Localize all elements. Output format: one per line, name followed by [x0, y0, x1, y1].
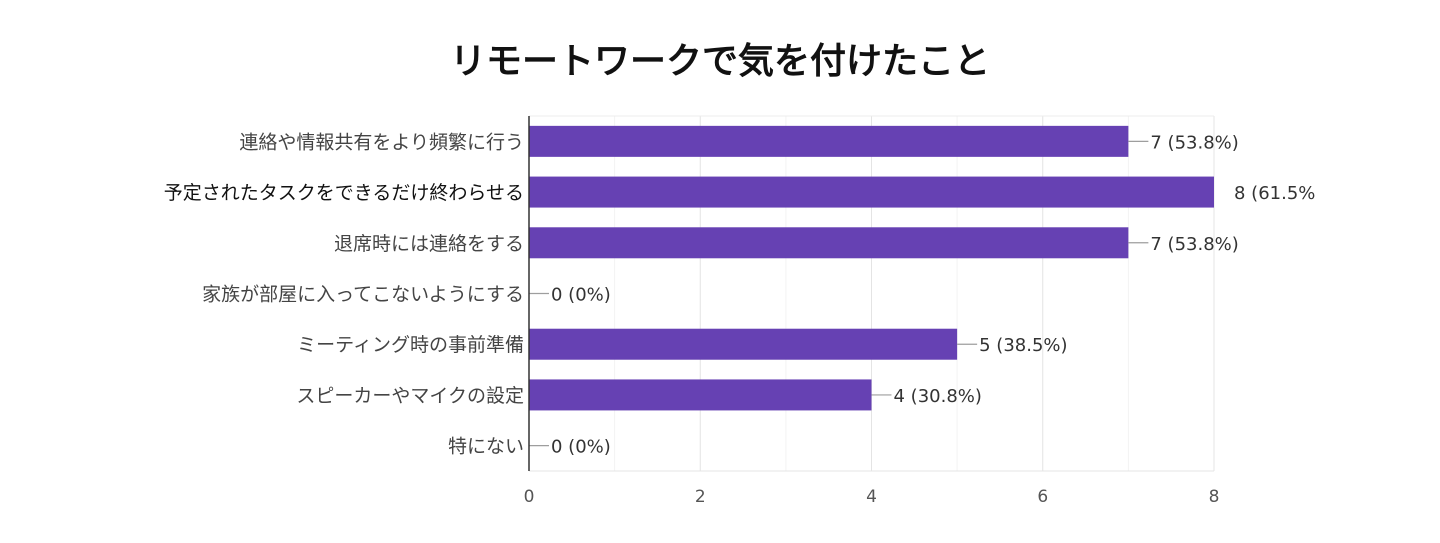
value-label: 0 (0%) [551, 285, 611, 306]
category-label: 予定されたタスクをできるだけ終わらせる [164, 182, 524, 204]
x-tick-label: 2 [695, 487, 706, 507]
value-label: 8 (61.5% [1234, 183, 1315, 204]
value-label: 0 (0%) [551, 437, 611, 458]
value-label: 4 (30.8%) [894, 386, 982, 407]
x-tick-label: 8 [1209, 487, 1220, 507]
x-tick-label: 4 [866, 487, 877, 507]
category-label: 家族が部屋に入ってこないようにする [202, 284, 524, 306]
chart-title: リモートワークで気を付けたこと [449, 41, 990, 82]
value-label: 7 (53.8%) [1150, 132, 1238, 153]
bar [529, 227, 1129, 259]
value-label: 7 (53.8%) [1150, 234, 1238, 255]
bar [529, 125, 1129, 157]
bar [529, 379, 872, 411]
category-label: スピーカーやマイクの設定 [296, 385, 524, 407]
category-label: ミーティング時の事前準備 [297, 334, 524, 356]
category-label: 連絡や情報共有をより頻繁に行う [239, 131, 524, 153]
bar [529, 328, 958, 360]
category-label: 特にない [448, 436, 524, 458]
category-label: 退席時には連絡をする [334, 233, 524, 255]
bar [529, 176, 1214, 208]
x-tick-label: 6 [1037, 487, 1048, 507]
x-tick-label: 0 [524, 487, 535, 507]
value-label: 5 (38.5%) [979, 335, 1067, 356]
